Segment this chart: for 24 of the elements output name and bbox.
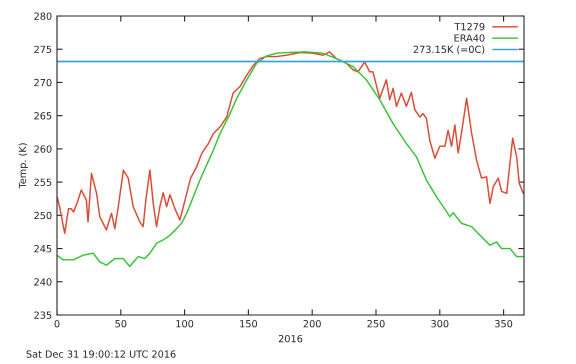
y-tick-label: 260: [34, 145, 52, 153]
y-tick-label: 245: [34, 245, 52, 252]
y-axis-title: Temp. (K): [18, 143, 28, 189]
x-tick-label: 150: [240, 320, 258, 328]
x-tick-label: 0: [54, 320, 60, 328]
x-tick-label: 250: [367, 320, 385, 328]
x-tick-label: 100: [176, 320, 194, 328]
x-axis-title: 2016: [278, 335, 302, 342]
y-tick-label: 235: [34, 311, 52, 319]
text: Sat Dec 31 19:00:12 UTC 2016: [26, 350, 176, 358]
y-tick-label: 255: [34, 178, 52, 186]
legend-label: 273.15K (=0C): [414, 46, 484, 54]
x-tick-label: 200: [304, 320, 321, 328]
x-tick-label: 350: [495, 320, 512, 328]
y-tick-label: 270: [34, 78, 52, 86]
y-tick-label: 275: [34, 46, 52, 54]
legend-label: ERA40: [454, 34, 484, 42]
y-tick-label: 280: [34, 12, 52, 20]
legend-label: T1279: [454, 22, 484, 30]
x-tick-label: 300: [431, 320, 448, 328]
x-tick-label: 50: [115, 320, 126, 328]
y-tick-label: 265: [34, 112, 52, 120]
y-tick-label: 250: [34, 212, 52, 220]
y-tick-label: 240: [34, 278, 52, 286]
